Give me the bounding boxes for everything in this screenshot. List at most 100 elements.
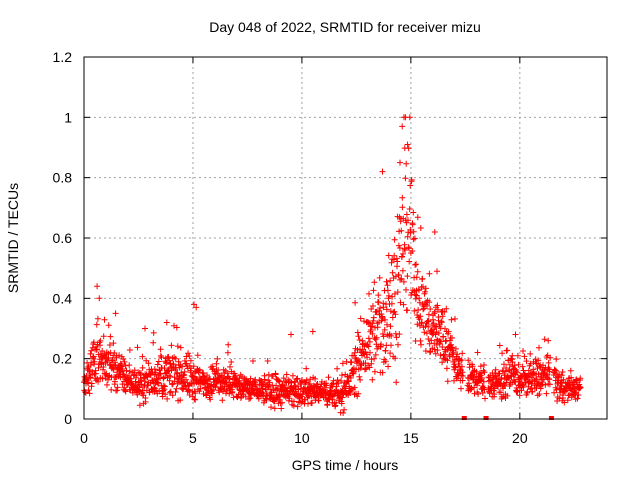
data-point xyxy=(516,392,523,399)
data-point xyxy=(384,287,391,294)
data-point xyxy=(134,344,141,351)
data-point xyxy=(425,311,432,318)
data-point xyxy=(417,337,424,344)
data-point xyxy=(431,308,438,315)
data-point xyxy=(383,278,390,285)
data-point xyxy=(173,385,180,392)
data-point xyxy=(474,349,481,356)
data-point xyxy=(415,307,422,313)
data-point xyxy=(206,382,213,389)
data-point xyxy=(565,392,572,399)
data-point xyxy=(204,372,210,379)
data-point xyxy=(94,283,101,290)
data-point xyxy=(546,381,553,388)
data-point xyxy=(356,337,363,343)
data-point xyxy=(393,379,400,386)
data-point xyxy=(219,397,226,404)
data-point xyxy=(294,375,301,382)
data-point xyxy=(126,362,133,369)
data-point xyxy=(398,227,405,234)
data-point xyxy=(265,371,272,378)
data-point xyxy=(268,389,275,396)
data-point xyxy=(553,367,559,374)
data-point xyxy=(236,380,243,387)
data-point xyxy=(194,352,201,359)
data-point xyxy=(246,396,252,402)
data-point xyxy=(271,405,278,412)
data-point xyxy=(434,268,440,275)
data-point xyxy=(428,337,435,344)
data-point xyxy=(381,326,388,333)
data-point xyxy=(365,335,372,342)
data-point xyxy=(437,352,444,359)
data-point xyxy=(458,385,464,392)
data-point xyxy=(158,354,165,361)
gap-marker xyxy=(483,416,489,420)
data-point xyxy=(207,396,214,403)
data-point xyxy=(367,327,374,333)
data-point xyxy=(110,340,117,347)
data-point xyxy=(539,377,546,383)
data-point xyxy=(512,331,519,338)
data-point xyxy=(123,367,130,374)
data-point xyxy=(496,342,503,349)
data-point xyxy=(519,363,526,370)
data-point xyxy=(399,194,406,201)
data-point xyxy=(389,314,396,321)
data-point xyxy=(430,320,437,327)
data-point xyxy=(177,344,184,351)
data-point xyxy=(456,363,463,370)
data-point xyxy=(172,389,179,395)
data-point xyxy=(263,396,270,403)
data-point xyxy=(396,331,403,338)
data-point xyxy=(192,396,199,403)
data-point xyxy=(473,368,480,375)
data-point xyxy=(438,319,445,326)
data-point xyxy=(395,272,402,279)
data-point xyxy=(370,287,377,294)
data-point xyxy=(449,344,456,351)
data-point xyxy=(357,315,364,322)
data-point xyxy=(382,316,388,323)
data-point xyxy=(397,299,404,306)
data-point xyxy=(398,275,405,282)
chart-title: Day 048 of 2022, SRMTID for receiver miz… xyxy=(209,19,481,35)
data-point xyxy=(384,282,391,289)
data-point xyxy=(315,397,322,404)
data-point xyxy=(481,369,488,376)
data-point xyxy=(399,204,406,211)
data-point xyxy=(157,346,164,353)
data-point xyxy=(536,391,543,397)
data-point xyxy=(425,317,432,324)
data-point xyxy=(355,333,362,340)
data-point xyxy=(480,367,487,374)
data-point xyxy=(514,352,521,359)
data-point xyxy=(384,321,390,328)
data-point xyxy=(400,250,406,257)
data-point xyxy=(414,321,421,328)
data-point xyxy=(363,366,370,372)
data-point xyxy=(459,373,466,379)
data-point xyxy=(370,314,377,321)
data-point xyxy=(529,388,536,395)
data-point xyxy=(278,405,285,412)
data-point xyxy=(417,313,424,320)
data-point xyxy=(509,352,516,359)
data-point xyxy=(404,273,411,280)
data-point xyxy=(430,316,436,323)
data-point xyxy=(380,304,387,311)
data-point xyxy=(399,267,406,274)
data-point xyxy=(492,366,499,373)
data-point xyxy=(97,337,104,344)
data-point xyxy=(396,245,403,251)
data-point xyxy=(414,268,421,275)
data-point xyxy=(291,398,297,405)
data-point xyxy=(406,245,412,252)
data-point xyxy=(400,301,407,308)
data-point xyxy=(255,395,262,402)
data-point xyxy=(369,376,376,383)
data-point xyxy=(227,363,233,370)
data-point xyxy=(378,341,384,348)
data-point xyxy=(425,323,432,330)
data-point xyxy=(334,377,341,383)
